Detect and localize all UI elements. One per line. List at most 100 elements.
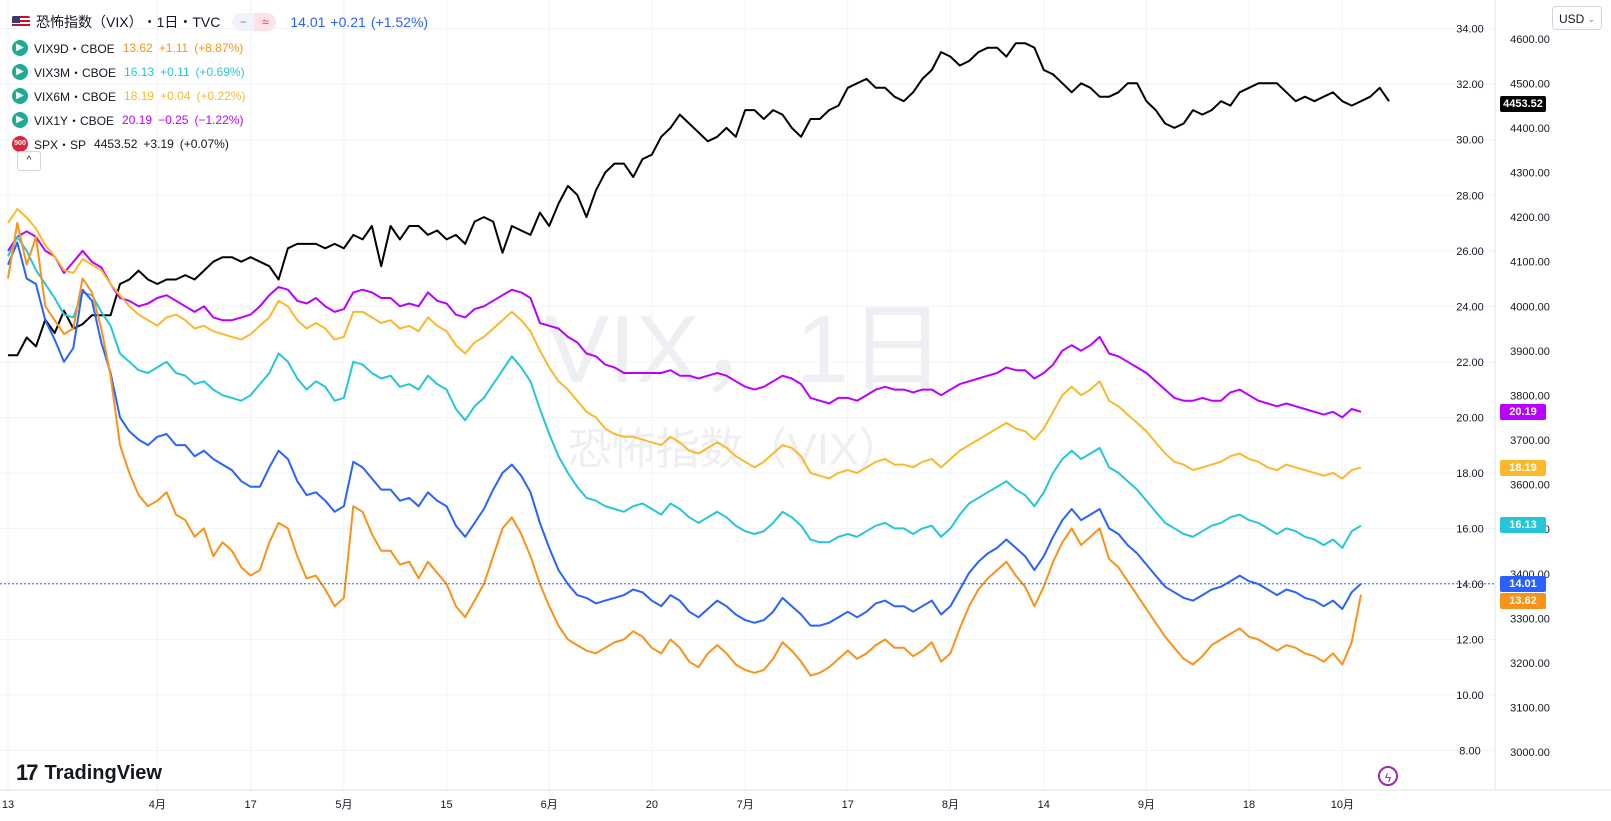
tradingview-mark-icon: 17: [16, 760, 39, 785]
currency-selector[interactable]: USD ⌄: [1552, 6, 1602, 30]
play-icon: ▶: [12, 64, 28, 80]
series-layer: [7, 42, 1390, 677]
right-tick-label: 4300.00: [1510, 168, 1550, 180]
legend-price: 13.62: [122, 41, 153, 55]
legend-row[interactable]: ▶ VIX3M・CBOE 16.13 +0.11 (+0.69%): [12, 60, 428, 84]
legend-pct: (+0.07%): [179, 137, 229, 151]
play-icon: ▶: [12, 88, 28, 104]
legend-pct: (+0.69%): [195, 65, 245, 79]
series-line-spx: [8, 42, 1390, 357]
display-toggle[interactable]: − ≈: [232, 13, 277, 31]
right-tick-label: 3600.00: [1510, 480, 1550, 492]
currency-label: USD: [1559, 12, 1585, 26]
x-tick-label: 5月: [335, 799, 352, 811]
legend-change: +1.11: [158, 41, 189, 55]
left-tick-label: 26.00: [1456, 246, 1484, 258]
left-price-axis[interactable]: 34.00 32.00 30.00 28.00 26.00 24.00 22.00 20.00…: [1456, 24, 1484, 758]
series-line-vix6m: [7, 208, 1362, 480]
left-tick-label: 28.00: [1456, 190, 1484, 202]
legend-price: 20.19: [122, 113, 153, 127]
legend-row[interactable]: ▶ VIX1Y・CBOE 20.19 −0.25 (−1.22%): [12, 108, 428, 132]
right-tick-label: 4400.00: [1510, 123, 1550, 135]
x-tick-label: 17: [244, 799, 256, 811]
price-tag: 16.13: [1500, 516, 1546, 533]
legend-row[interactable]: ▶ VIX6M・CBOE 18.19 +0.04 (+0.22%): [12, 84, 428, 108]
main-series-legend[interactable]: 恐怖指数（VIX） ・1日・TVC − ≈ 14.01 +0.21 (+1.52…: [12, 8, 428, 36]
main-interval: ・1日・TVC: [142, 14, 221, 30]
legend-symbol: VIX3M・CBOE: [34, 65, 117, 80]
x-tick-label: 9月: [1138, 799, 1155, 811]
right-price-axis[interactable]: 4600.00 4500.00 4400.00 4300.00 4200.00 4100.…: [1510, 34, 1550, 759]
x-tick-label: 17: [842, 799, 854, 811]
right-tick-label: 3200.00: [1510, 658, 1550, 670]
tradingview-logo[interactable]: 17 TradingView: [16, 760, 162, 786]
x-tick-label: 15: [440, 799, 452, 811]
left-tick-label: 20.00: [1456, 412, 1484, 424]
series-line-vix: [7, 241, 1362, 627]
time-axis[interactable]: 13 4月 17 5月 15 6月 20 7月 17 8月 14 9月 18 10月: [2, 799, 1354, 811]
legend-symbol: VIX1Y・CBOE: [34, 113, 115, 128]
series-line-vix3m: [7, 235, 1362, 549]
x-tick-label: 4月: [149, 799, 166, 811]
play-icon: ▶: [12, 40, 28, 56]
right-tick-label: 4200.00: [1510, 212, 1550, 224]
right-tick-label: 3300.00: [1510, 613, 1550, 625]
legend-symbol: VIX9D・CBOE: [34, 41, 115, 56]
lightning-icon[interactable]: ϟ: [1378, 766, 1398, 786]
x-tick-label: 7月: [737, 799, 754, 811]
x-tick-label: 20: [646, 799, 658, 811]
minus-icon[interactable]: −: [239, 15, 247, 29]
right-tick-label: 3000.00: [1510, 747, 1550, 759]
main-change-pct: (+1.52%): [370, 14, 429, 30]
legend-row[interactable]: 500 SPX・SP 4453.52 +3.19 (+0.07%): [12, 132, 428, 156]
right-tick-label: 3800.00: [1510, 390, 1550, 402]
left-tick-label: 18.00: [1456, 468, 1484, 480]
spx-badge-icon: 500: [12, 136, 28, 152]
legend-change: +0.04: [160, 89, 191, 103]
legend-change: +0.11: [160, 65, 190, 79]
legend-change: +3.19: [143, 137, 174, 151]
main-symbol: 恐怖指数（VIX）: [36, 14, 143, 30]
main-change: +0.21: [330, 14, 366, 30]
legend-row[interactable]: ▶ VIX9D・CBOE 13.62 +1.11 (+8.87%): [12, 36, 428, 60]
right-tick-label: 4600.00: [1510, 34, 1550, 46]
comparison-legend-list: ▶ VIX9D・CBOE 13.62 +1.11 (+8.87%) ▶ VIX3M・CBOE…: [12, 36, 428, 156]
right-tick-label: 4000.00: [1510, 301, 1550, 313]
x-tick-label: 18: [1243, 799, 1255, 811]
x-tick-label: 8月: [942, 799, 959, 811]
watermark-line1: VIX，1日: [545, 296, 945, 403]
x-tick-label: 10月: [1331, 799, 1354, 811]
right-tick-label: 3100.00: [1510, 703, 1550, 715]
legend-pct: (+0.22%): [196, 89, 246, 103]
legend-change: −0.25: [158, 113, 189, 127]
left-tick-label: 8.00: [1459, 746, 1480, 758]
left-tick-label: 12.00: [1456, 635, 1484, 647]
legend-pct: (−1.22%): [194, 113, 244, 127]
right-tick-label: 3900.00: [1510, 346, 1550, 358]
left-tick-label: 30.00: [1456, 135, 1484, 147]
us-flag-icon: [12, 16, 30, 28]
right-tick-label: 4500.00: [1510, 78, 1550, 90]
legend-price: 16.13: [124, 65, 155, 79]
watermark: VIX，1日 恐怖指数（VIX）: [545, 296, 945, 474]
chevron-down-icon: ⌄: [1587, 14, 1595, 24]
main-price: 14.01: [290, 14, 326, 30]
legend-pct: (+8.87%): [194, 41, 244, 55]
price-tag: 14.01: [1500, 575, 1546, 592]
x-tick-label: 13: [2, 799, 14, 811]
left-tick-label: 14.00: [1456, 579, 1484, 591]
play-icon: ▶: [12, 112, 28, 128]
legend-symbol: VIX6M・CBOE: [34, 89, 117, 104]
left-tick-label: 32.00: [1456, 79, 1484, 91]
x-tick-label: 6月: [541, 799, 558, 811]
left-tick-label: 22.00: [1456, 357, 1484, 369]
left-tick-label: 24.00: [1456, 301, 1484, 313]
left-tick-label: 10.00: [1456, 690, 1484, 702]
price-tag: 20.19: [1500, 404, 1546, 421]
price-tag: 18.19: [1500, 459, 1546, 476]
approx-icon[interactable]: ≈: [254, 13, 277, 31]
legend: 恐怖指数（VIX） ・1日・TVC − ≈ 14.01 +0.21 (+1.52…: [12, 8, 428, 156]
legend-price: 4453.52: [94, 137, 138, 151]
collapse-legend-button[interactable]: ^: [17, 151, 41, 171]
